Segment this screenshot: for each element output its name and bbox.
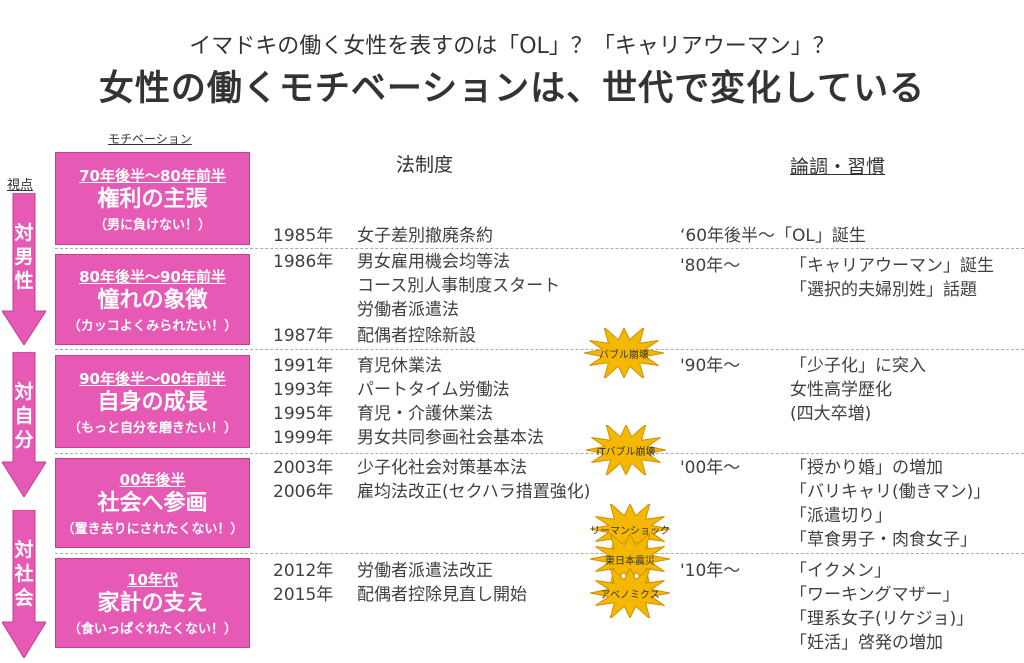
event-label: バブル崩壊 (599, 349, 649, 361)
divider (55, 248, 1024, 249)
motivation-sub: （置き去りにされたくない！） (61, 522, 244, 537)
motivation-title: 憧れの象徴 (97, 287, 208, 313)
down-arrow-icon (1, 351, 47, 498)
custom-text: 「草食男子・肉食女子」 (790, 530, 977, 550)
law-year: 2012年 (273, 561, 334, 581)
viewpoint-label: 対社会 (14, 539, 34, 609)
custom-header: 論調・習慣 (790, 156, 886, 178)
page-title: 女性の働くモチベーションは、世代で変化している (98, 69, 926, 109)
custom-text: 女性高学歴化 (790, 380, 892, 400)
custom-text: 「派遣切り」 (790, 506, 892, 526)
motivation-sub: （カッコよくみられたい！） (67, 318, 238, 334)
generation-box: 70年後半～80年前半 権利の主張 （男に負けない！） (55, 152, 250, 245)
motivation-header: モチベーション (108, 132, 192, 146)
motivation-sub: （男に負けない！） (93, 217, 211, 233)
subtitle: イマドキの働く女性を表すのは「OL」？「キャリアウーマン」？ (189, 34, 835, 59)
law-text: 育児休業法 (357, 356, 442, 376)
law-text: 育児・介護休業法 (357, 404, 493, 424)
era: 90年後半～00年前半 (79, 369, 226, 388)
custom-year: '00年～ (680, 458, 741, 478)
law-year: 2003年 (273, 458, 334, 478)
generation-box: 90年後半～00年前半 自身の成長 （もっと自分を磨きたい！） (55, 355, 250, 448)
custom-year: '90年～ (680, 356, 741, 376)
viewpoint-arrow-men: 対男性 (1, 192, 47, 346)
custom-text: 「ワーキングマザー」 (790, 585, 960, 605)
law-year: 1995年 (273, 404, 334, 424)
generation-box: 10年代 家計の支え （食いっぱぐれたくない！） (55, 558, 250, 648)
custom-text: 「理系女子(リケジョ)」 (790, 609, 974, 629)
law-year: 2015年 (273, 585, 334, 605)
era: 10年代 (127, 571, 178, 589)
custom-text: 「イクメン」 (790, 561, 891, 581)
law-header: 法制度 (396, 154, 454, 176)
era: 80年後半～90年前半 (79, 267, 226, 286)
custom-year: ‘60年後半～「OL」誕生 (680, 226, 866, 246)
custom-year: '10年～ (680, 561, 741, 581)
law-text: コース別人事制度スタート (357, 276, 561, 296)
law-year: 1999年 (273, 428, 334, 448)
generation-box: 00年後半 社会へ参画 （置き去りにされたくない！） (55, 458, 250, 548)
divider (55, 553, 1024, 554)
event-label: ITバブル崩壊 (596, 446, 656, 458)
law-text: 女子差別撤廃条約 (357, 226, 493, 246)
down-arrow-icon (1, 509, 47, 659)
law-text: 労働者派遣法改正 (357, 561, 493, 581)
viewpoint-header: 視点 (7, 178, 34, 193)
law-year: 1987年 (273, 326, 334, 346)
custom-text: 「授かり婚」の増加 (790, 458, 943, 478)
law-year: 1991年 (273, 356, 334, 376)
custom-text: 「キャリアウーマン」誕生 (790, 256, 994, 276)
motivation-title: 権利の主張 (97, 186, 208, 212)
event-label: 東日本震災 (605, 555, 655, 567)
law-text: パートタイム労働法 (357, 380, 510, 400)
law-text: 配偶者控除見直し開始 (357, 585, 527, 605)
custom-text: 「少子化」に突入 (790, 356, 926, 376)
era: 70年後半～80年前半 (79, 166, 226, 185)
law-year: 1985年 (273, 226, 334, 246)
motivation-sub: （もっと自分を磨きたい！） (67, 420, 237, 436)
law-text: 少子化社会対策基本法 (357, 458, 527, 478)
custom-text: 「妊活」啓発の増加 (790, 633, 943, 653)
event-burst: バブル崩壊 (583, 325, 665, 381)
law-text: 配偶者控除新設 (357, 326, 476, 346)
law-text: 男女雇用機会均等法 (357, 252, 510, 272)
divider (55, 453, 1024, 454)
custom-text: (四大卒増) (790, 404, 872, 424)
law-year: 1993年 (273, 380, 334, 400)
event-burst: ITバブル崩壊 (585, 422, 667, 478)
generation-box: 80年後半～90年前半 憧れの象徴 （カッコよくみられたい！） (55, 254, 250, 345)
law-text: 男女共同参画社会基本法 (357, 428, 544, 448)
event-label: リーマンショック (590, 525, 670, 537)
motivation-title: 自身の成長 (97, 389, 208, 415)
event-label: アベノミクス (600, 589, 660, 601)
viewpoint-label: 対男性 (14, 222, 34, 292)
motivation-title: 社会へ参画 (97, 491, 208, 516)
era: 00年後半 (119, 471, 186, 489)
down-arrow-icon (1, 192, 47, 346)
viewpoint-label: 対自分 (14, 381, 34, 451)
law-year: 2006年 (273, 482, 334, 502)
divider (55, 349, 1024, 350)
viewpoint-arrow-self: 対自分 (1, 351, 47, 498)
law-text: 労働者派遣法 (357, 300, 459, 320)
motivation-title: 家計の支え (97, 591, 208, 616)
custom-text: 「バリキャリ(働きマン)」 (790, 482, 991, 502)
motivation-sub: （食いっぱぐれたくない！） (67, 622, 237, 637)
viewpoint-arrow-society: 対社会 (1, 509, 47, 659)
custom-text: 「選択的夫婦別姓」話題 (790, 280, 977, 300)
law-year: 1986年 (273, 252, 334, 272)
event-burst: アベノミクス (589, 565, 671, 621)
custom-year: '80年～ (680, 256, 741, 276)
law-text: 雇均法改正(セクハラ措置強化) (357, 482, 591, 502)
